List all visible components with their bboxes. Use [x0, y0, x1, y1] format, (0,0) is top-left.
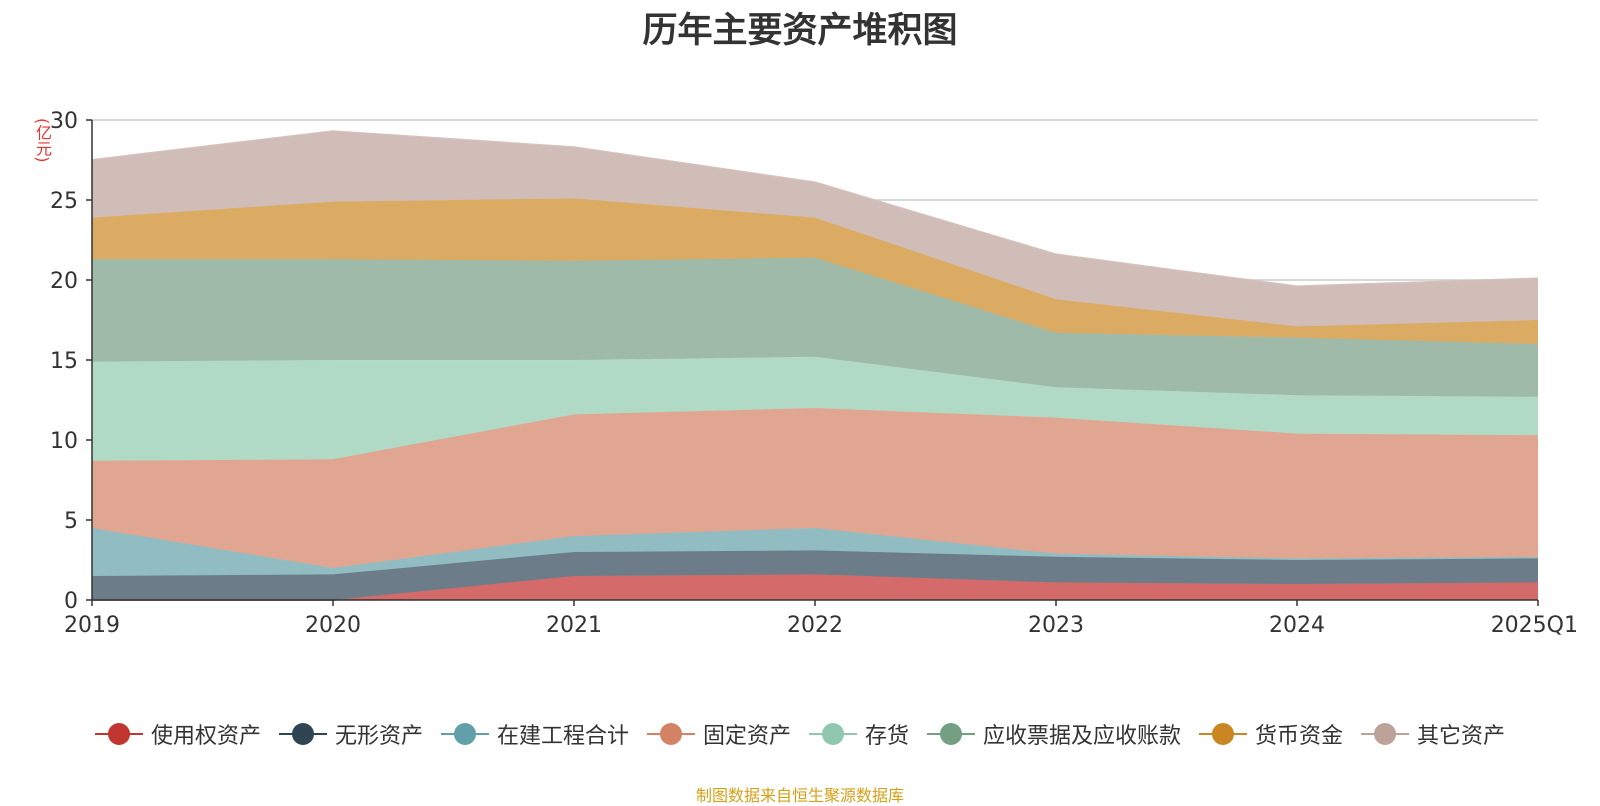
area-series-3 — [92, 528, 1538, 576]
legend-item[interactable]: 应收票据及应收账款 — [927, 718, 1181, 750]
legend-marker-icon — [1199, 722, 1248, 746]
legend-marker-icon — [927, 722, 976, 746]
area-series-1 — [92, 574, 1538, 600]
legend-label: 固定资产 — [702, 724, 791, 749]
legend-label: 存货 — [865, 724, 910, 749]
legend-label: 无形资产 — [334, 724, 423, 749]
y-tick-label: 30 — [50, 109, 78, 134]
x-tick-label: 2021 — [546, 613, 602, 638]
source-note: 制图数据来自恒生聚源数据库 — [695, 786, 904, 805]
legend-marker-icon — [646, 722, 695, 746]
legend-marker-icon — [1361, 722, 1410, 746]
area-series — [91, 130, 1539, 601]
legend: 使用权资产 无形资产 在建工程合计 固定资产 存货 应收票据及应收账款 货币资金 其它资产 — [0, 716, 1600, 752]
y-tick-label: 10 — [50, 429, 78, 454]
area-series-line-8 — [91, 130, 1539, 288]
y-tick-label: 20 — [50, 269, 78, 294]
legend-item[interactable]: 存货 — [809, 718, 909, 750]
legend-item[interactable]: 货币资金 — [1199, 718, 1343, 750]
x-tick-label: 2022 — [787, 613, 843, 638]
x-tick-label: 2024 — [1269, 613, 1325, 638]
legend-label: 货币资金 — [1255, 724, 1344, 749]
x-tick-label: 2020 — [305, 613, 361, 638]
area-series-7 — [92, 198, 1538, 344]
legend-marker-icon — [278, 722, 327, 746]
legend-label: 在建工程合计 — [496, 724, 629, 749]
x-tick-label: 2025Q1 — [1491, 613, 1578, 638]
y-tick-label: 15 — [50, 349, 78, 374]
legend-item[interactable]: 使用权资产 — [94, 718, 261, 750]
legend-marker-icon — [94, 722, 143, 746]
legend-item[interactable]: 在建工程合计 — [440, 718, 629, 750]
area-series-8 — [92, 131, 1538, 327]
stacked-area-chart: 0 5 10 15 20 25 30 2019 2020 2021 2022 2023 2024 2025… — [50, 109, 1578, 638]
legend-item[interactable]: 无形资产 — [278, 718, 423, 750]
legend-label: 其它资产 — [1417, 724, 1506, 749]
area-series-5 — [92, 356, 1538, 461]
legend-label: 使用权资产 — [150, 724, 261, 749]
x-tick-label: 2019 — [64, 613, 120, 638]
legend-marker-icon — [440, 722, 489, 746]
y-tick-label: 25 — [50, 189, 78, 214]
legend-marker-icon — [809, 722, 857, 746]
legend-item[interactable]: 固定资产 — [646, 718, 791, 750]
area-series-4 — [92, 408, 1538, 568]
area-series-6 — [92, 257, 1538, 397]
legend-item[interactable]: 其它资产 — [1361, 718, 1505, 750]
x-tick-label: 2023 — [1028, 613, 1084, 638]
y-axis-unit-label: (亿元) — [33, 118, 52, 163]
legend-label: 应收票据及应收账款 — [983, 724, 1182, 749]
area-series-2 — [92, 550, 1538, 600]
axes: 0 5 10 15 20 25 30 2019 2020 2021 2022 2023 2024 2025… — [50, 109, 1578, 638]
y-tick-label: 0 — [64, 589, 78, 614]
y-tick-label: 5 — [64, 509, 78, 534]
chart-title: 历年主要资产堆积图 — [642, 11, 958, 51]
